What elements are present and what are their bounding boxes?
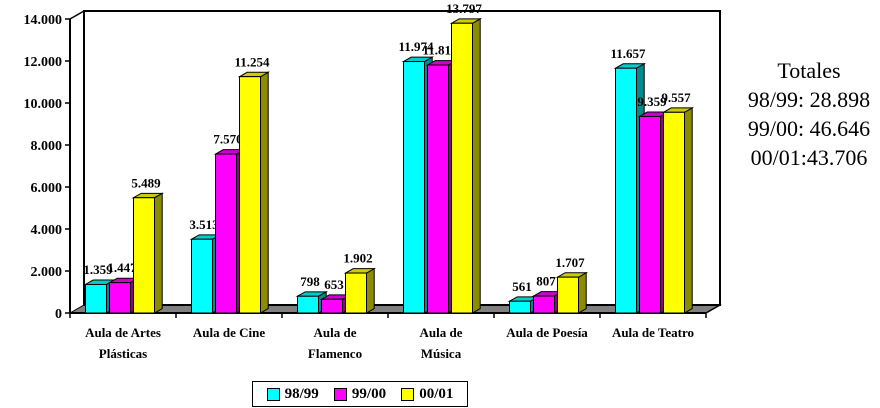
y-tick-label: 10.000: [24, 97, 63, 112]
y-tick-label: 14.000: [24, 13, 63, 28]
data-label: 11.810: [422, 43, 457, 58]
bar-side: [366, 267, 375, 314]
y-tick-label: 4.000: [31, 223, 63, 238]
bar: [615, 67, 637, 314]
data-label: 653: [324, 277, 344, 292]
totals-annotation: Totales 98/99: 28.898 99/00: 46.646 00/0…: [736, 56, 880, 172]
y-tick-label: 8.000: [31, 139, 63, 154]
bar: [109, 282, 131, 314]
category-label: Aula de: [314, 325, 357, 340]
legend-label-9900: 99/00: [351, 385, 387, 402]
legend-label-9899: 98/99: [284, 385, 319, 402]
legend-swatch-9899: [266, 387, 280, 401]
category-label: Aula de Artes: [85, 325, 161, 340]
category-label: Aula de Teatro: [612, 325, 694, 340]
bar: [509, 300, 531, 314]
bar-chart: 02.0004.0006.0008.00010.00012.00014.000 …: [24, 1, 722, 361]
bar: [321, 298, 343, 314]
bar: [345, 272, 367, 314]
data-label: 7.570: [213, 132, 242, 147]
y-tick-label: 6.000: [31, 181, 63, 196]
bar-side: [260, 71, 269, 314]
legend-item-9899: 98/99: [266, 385, 319, 403]
category-label: Música: [421, 346, 462, 361]
category-label: Aula de: [420, 325, 463, 340]
y-tick-label: 12.000: [24, 55, 63, 70]
totals-line-9900: 99/00: 46.646: [747, 116, 871, 141]
category-label: Plásticas: [99, 346, 147, 361]
data-label: 1.447: [107, 260, 137, 275]
bar: [191, 238, 213, 314]
data-label: 11.974: [398, 39, 434, 54]
bar-side: [154, 192, 163, 314]
data-label: 1.902: [343, 251, 372, 266]
data-label: 9.557: [661, 90, 691, 105]
data-label: 11.254: [234, 54, 270, 69]
bar: [451, 22, 473, 314]
totals-title: Totales: [777, 58, 841, 83]
bar: [133, 197, 155, 314]
category-labels: Aula de Artes Plásticas Aula de Cine Aula d…: [85, 325, 694, 361]
y-tick-label: 0: [55, 307, 62, 322]
data-label: 807: [536, 274, 556, 289]
floor-right-edge: [705, 304, 721, 314]
data-label: 13.797: [446, 1, 482, 16]
data-label: 9.359: [637, 94, 667, 109]
y-tick-label: 2.000: [31, 265, 63, 280]
data-label: 3.513: [189, 217, 219, 232]
legend-item-9900: 99/00: [333, 385, 387, 403]
bar-side: [472, 18, 481, 314]
chart-back-frame: [83, 10, 721, 306]
legend-swatch-0001: [401, 387, 415, 401]
legend-swatch-9900: [333, 387, 347, 401]
bar: [215, 153, 237, 314]
category-label: Aula de Poesía: [506, 325, 588, 340]
data-label: 561: [512, 279, 532, 294]
legend-item-0001: 00/01: [401, 386, 453, 403]
totals-line-0001: 00/01:43.706: [750, 145, 868, 170]
data-label: 11.657: [610, 46, 646, 61]
legend-label-0001: 00/01: [419, 385, 454, 402]
data-label: 1.359: [83, 262, 113, 277]
bar: [297, 295, 319, 314]
bar: [663, 111, 685, 314]
data-label: 5.489: [131, 175, 161, 190]
y-axis-ticks: 0 2.000 4.000 6.000 8.000 10.000 12.000 14.000: [24, 13, 707, 322]
legend: 98/99 99/00 00/01: [252, 381, 468, 407]
bar: [403, 61, 425, 314]
totals-line-9899: 98/99: 28.898: [747, 87, 871, 112]
bar: [239, 76, 261, 314]
bar-side: [578, 271, 587, 314]
bar: [639, 115, 661, 314]
data-label: 1.707: [555, 255, 585, 270]
bar: [427, 64, 449, 314]
chart-side-edge: [69, 10, 85, 20]
bar: [533, 295, 555, 314]
bar: [85, 283, 107, 314]
data-label: 798: [300, 274, 320, 289]
category-label: Flamenco: [308, 346, 362, 361]
bar: [557, 276, 579, 314]
category-label: Aula de Cine: [193, 325, 265, 340]
bar-side: [684, 107, 693, 314]
